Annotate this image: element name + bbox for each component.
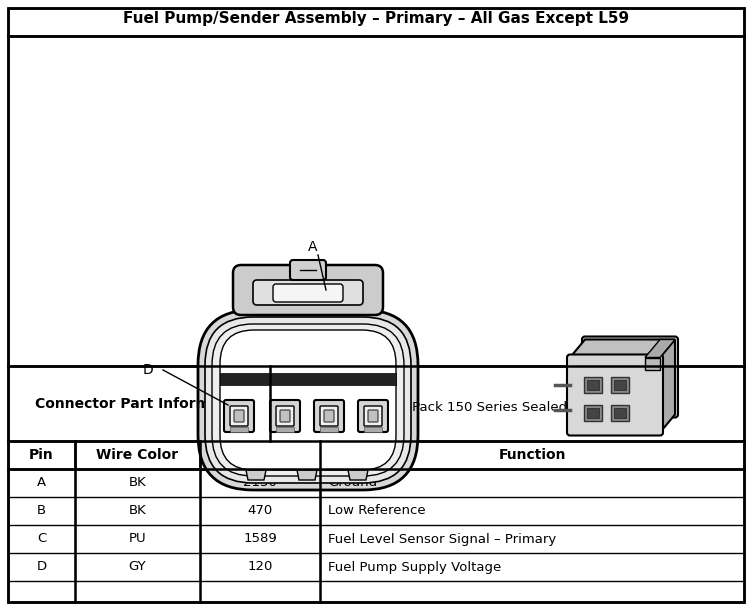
FancyBboxPatch shape (198, 310, 418, 490)
Bar (611, 405, 629, 421)
FancyBboxPatch shape (253, 280, 363, 305)
Bar (614, 380, 626, 390)
Text: C: C (37, 533, 46, 545)
Text: GY: GY (129, 561, 147, 573)
Text: Wire Color: Wire Color (96, 448, 178, 462)
FancyBboxPatch shape (314, 400, 344, 432)
Polygon shape (297, 470, 317, 480)
Text: A: A (37, 476, 46, 489)
Polygon shape (348, 470, 368, 480)
Text: Circuit No.: Circuit No. (219, 448, 302, 462)
Bar (614, 408, 626, 418)
Text: •  4-Way F Metri-Pack 150 Series Sealed (BK): • 4-Way F Metri-Pack 150 Series Sealed (… (300, 401, 599, 415)
Text: A: A (308, 240, 318, 254)
Text: Pin: Pin (29, 448, 54, 462)
Bar (584, 405, 602, 421)
Bar (276, 427, 294, 432)
FancyBboxPatch shape (290, 260, 326, 280)
Bar (611, 377, 629, 393)
FancyBboxPatch shape (320, 406, 338, 426)
Polygon shape (570, 340, 675, 357)
FancyBboxPatch shape (364, 406, 382, 426)
Text: Low Reference: Low Reference (328, 504, 426, 517)
Text: D: D (36, 561, 47, 573)
Text: 2150: 2150 (243, 476, 277, 489)
Bar (584, 377, 602, 393)
Polygon shape (645, 340, 675, 357)
FancyBboxPatch shape (280, 410, 290, 422)
FancyBboxPatch shape (276, 406, 294, 426)
Text: •  15326631: • 15326631 (300, 378, 384, 390)
FancyBboxPatch shape (368, 410, 378, 422)
Text: 470: 470 (247, 504, 273, 517)
Polygon shape (645, 357, 660, 370)
FancyBboxPatch shape (324, 410, 334, 422)
Bar (320, 427, 338, 432)
FancyBboxPatch shape (273, 284, 343, 302)
Text: 120: 120 (247, 561, 273, 573)
Text: Fuel Pump/Sender Assembly – Primary – All Gas Except L59: Fuel Pump/Sender Assembly – Primary – Al… (123, 10, 629, 26)
Bar (587, 380, 599, 390)
Text: Connector Part Information: Connector Part Information (35, 396, 250, 411)
FancyBboxPatch shape (220, 330, 396, 470)
Polygon shape (246, 470, 266, 480)
Bar (364, 427, 382, 432)
Polygon shape (660, 340, 675, 432)
Bar (220, 373, 396, 385)
FancyBboxPatch shape (233, 265, 383, 315)
FancyBboxPatch shape (270, 400, 300, 432)
Text: B: B (37, 504, 46, 517)
Text: 1589: 1589 (243, 533, 277, 545)
Text: PU: PU (129, 533, 147, 545)
Text: Function: Function (499, 448, 566, 462)
FancyBboxPatch shape (230, 406, 248, 426)
Text: Fuel Pump Supply Voltage: Fuel Pump Supply Voltage (328, 561, 502, 573)
Text: BK: BK (129, 476, 147, 489)
FancyBboxPatch shape (212, 324, 404, 476)
Bar (230, 427, 248, 432)
FancyBboxPatch shape (582, 337, 678, 417)
Text: BK: BK (129, 504, 147, 517)
Bar (587, 408, 599, 418)
FancyBboxPatch shape (567, 354, 663, 436)
Text: Ground: Ground (328, 476, 377, 489)
Text: D: D (143, 363, 153, 377)
FancyBboxPatch shape (234, 410, 244, 422)
FancyBboxPatch shape (205, 317, 411, 483)
Text: Fuel Level Sensor Signal – Primary: Fuel Level Sensor Signal – Primary (328, 533, 556, 545)
FancyBboxPatch shape (358, 400, 388, 432)
FancyBboxPatch shape (224, 400, 254, 432)
